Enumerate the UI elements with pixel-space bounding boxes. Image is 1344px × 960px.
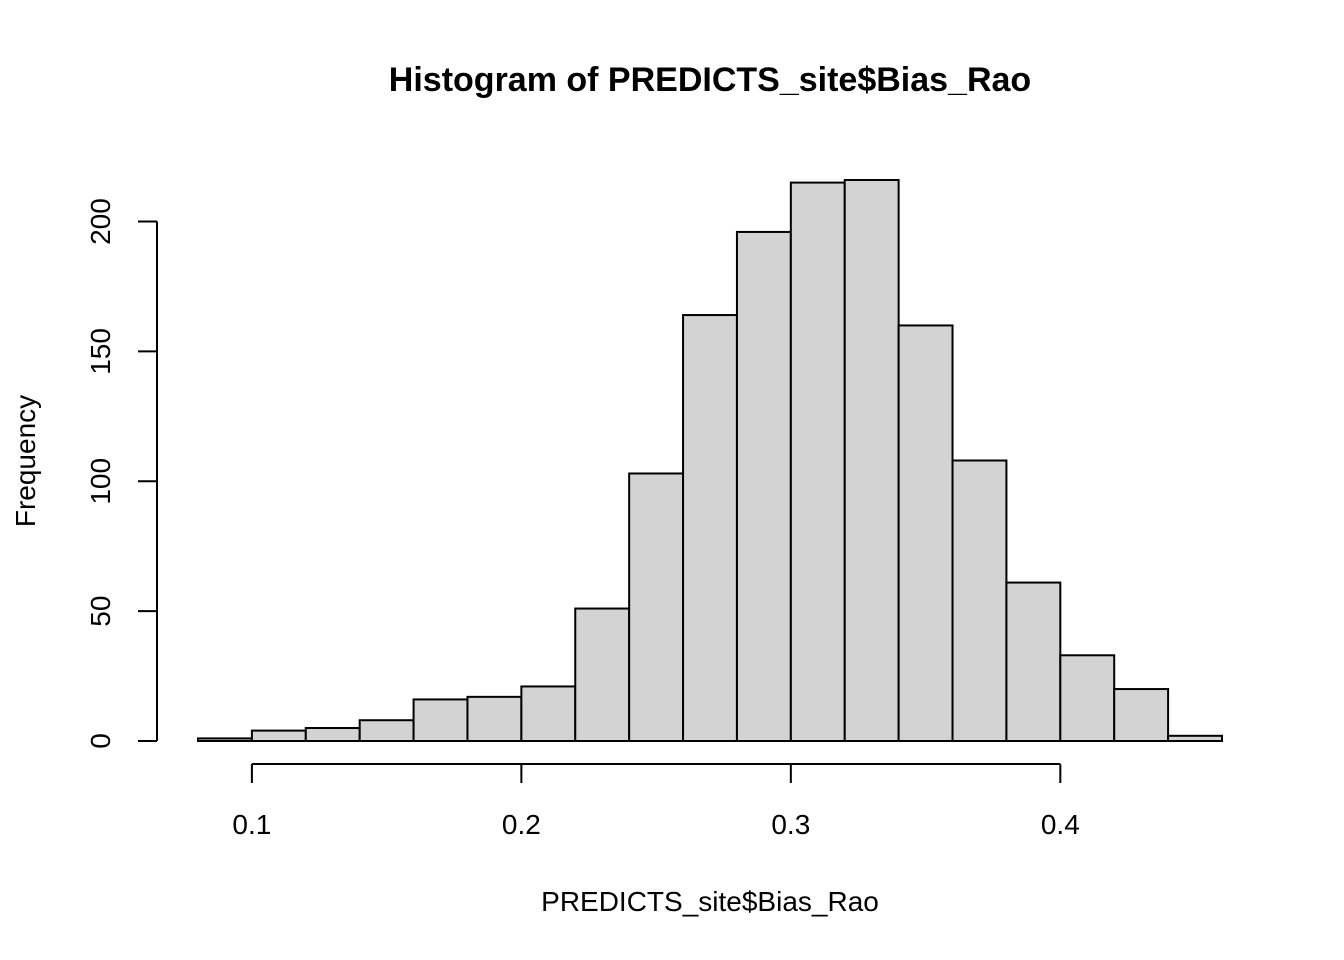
x-tick-label: 0.1 [232, 809, 271, 840]
histogram-bar [1167, 734, 1223, 742]
histogram-bar [358, 719, 415, 743]
histogram-bar [574, 607, 631, 743]
x-axis: 0.1 0.2 0.3 0.4 [232, 763, 1080, 840]
histogram-bar [682, 314, 738, 742]
histogram-bar [843, 179, 900, 742]
y-tick-label: 150 [85, 328, 116, 375]
x-tick-label: 0.2 [502, 809, 541, 840]
histogram-bar [789, 181, 846, 742]
histogram-bar [951, 459, 1008, 742]
y-tick-label: 50 [85, 596, 116, 627]
x-axis-label: PREDICTS_site$Bias_Rao [541, 886, 879, 917]
histogram-bar [197, 737, 253, 742]
histogram-bars [197, 179, 1223, 743]
histogram-bar [897, 324, 954, 742]
chart-title: Histogram of PREDICTS_site$Bias_Rao [389, 61, 1031, 99]
y-tick-label: 200 [85, 198, 116, 245]
y-tick-label: 100 [85, 458, 116, 505]
y-axis-label: Frequency [10, 395, 41, 527]
histogram-bar [466, 695, 523, 743]
histogram-bar [412, 698, 469, 743]
histogram-bar [735, 230, 792, 742]
histogram-bar [1059, 654, 1116, 743]
histogram-bar [1113, 688, 1170, 742]
histogram-bar [1005, 581, 1062, 743]
x-tick-label: 0.3 [771, 809, 810, 840]
histogram-bar [304, 727, 361, 743]
x-tick-label: 0.4 [1041, 809, 1080, 840]
histogram-bar [520, 685, 577, 742]
y-axis: 0 50 100 150 200 [85, 198, 158, 749]
histogram-bar [628, 472, 685, 742]
histogram-bar [250, 729, 307, 742]
y-tick-label: 0 [85, 733, 116, 749]
